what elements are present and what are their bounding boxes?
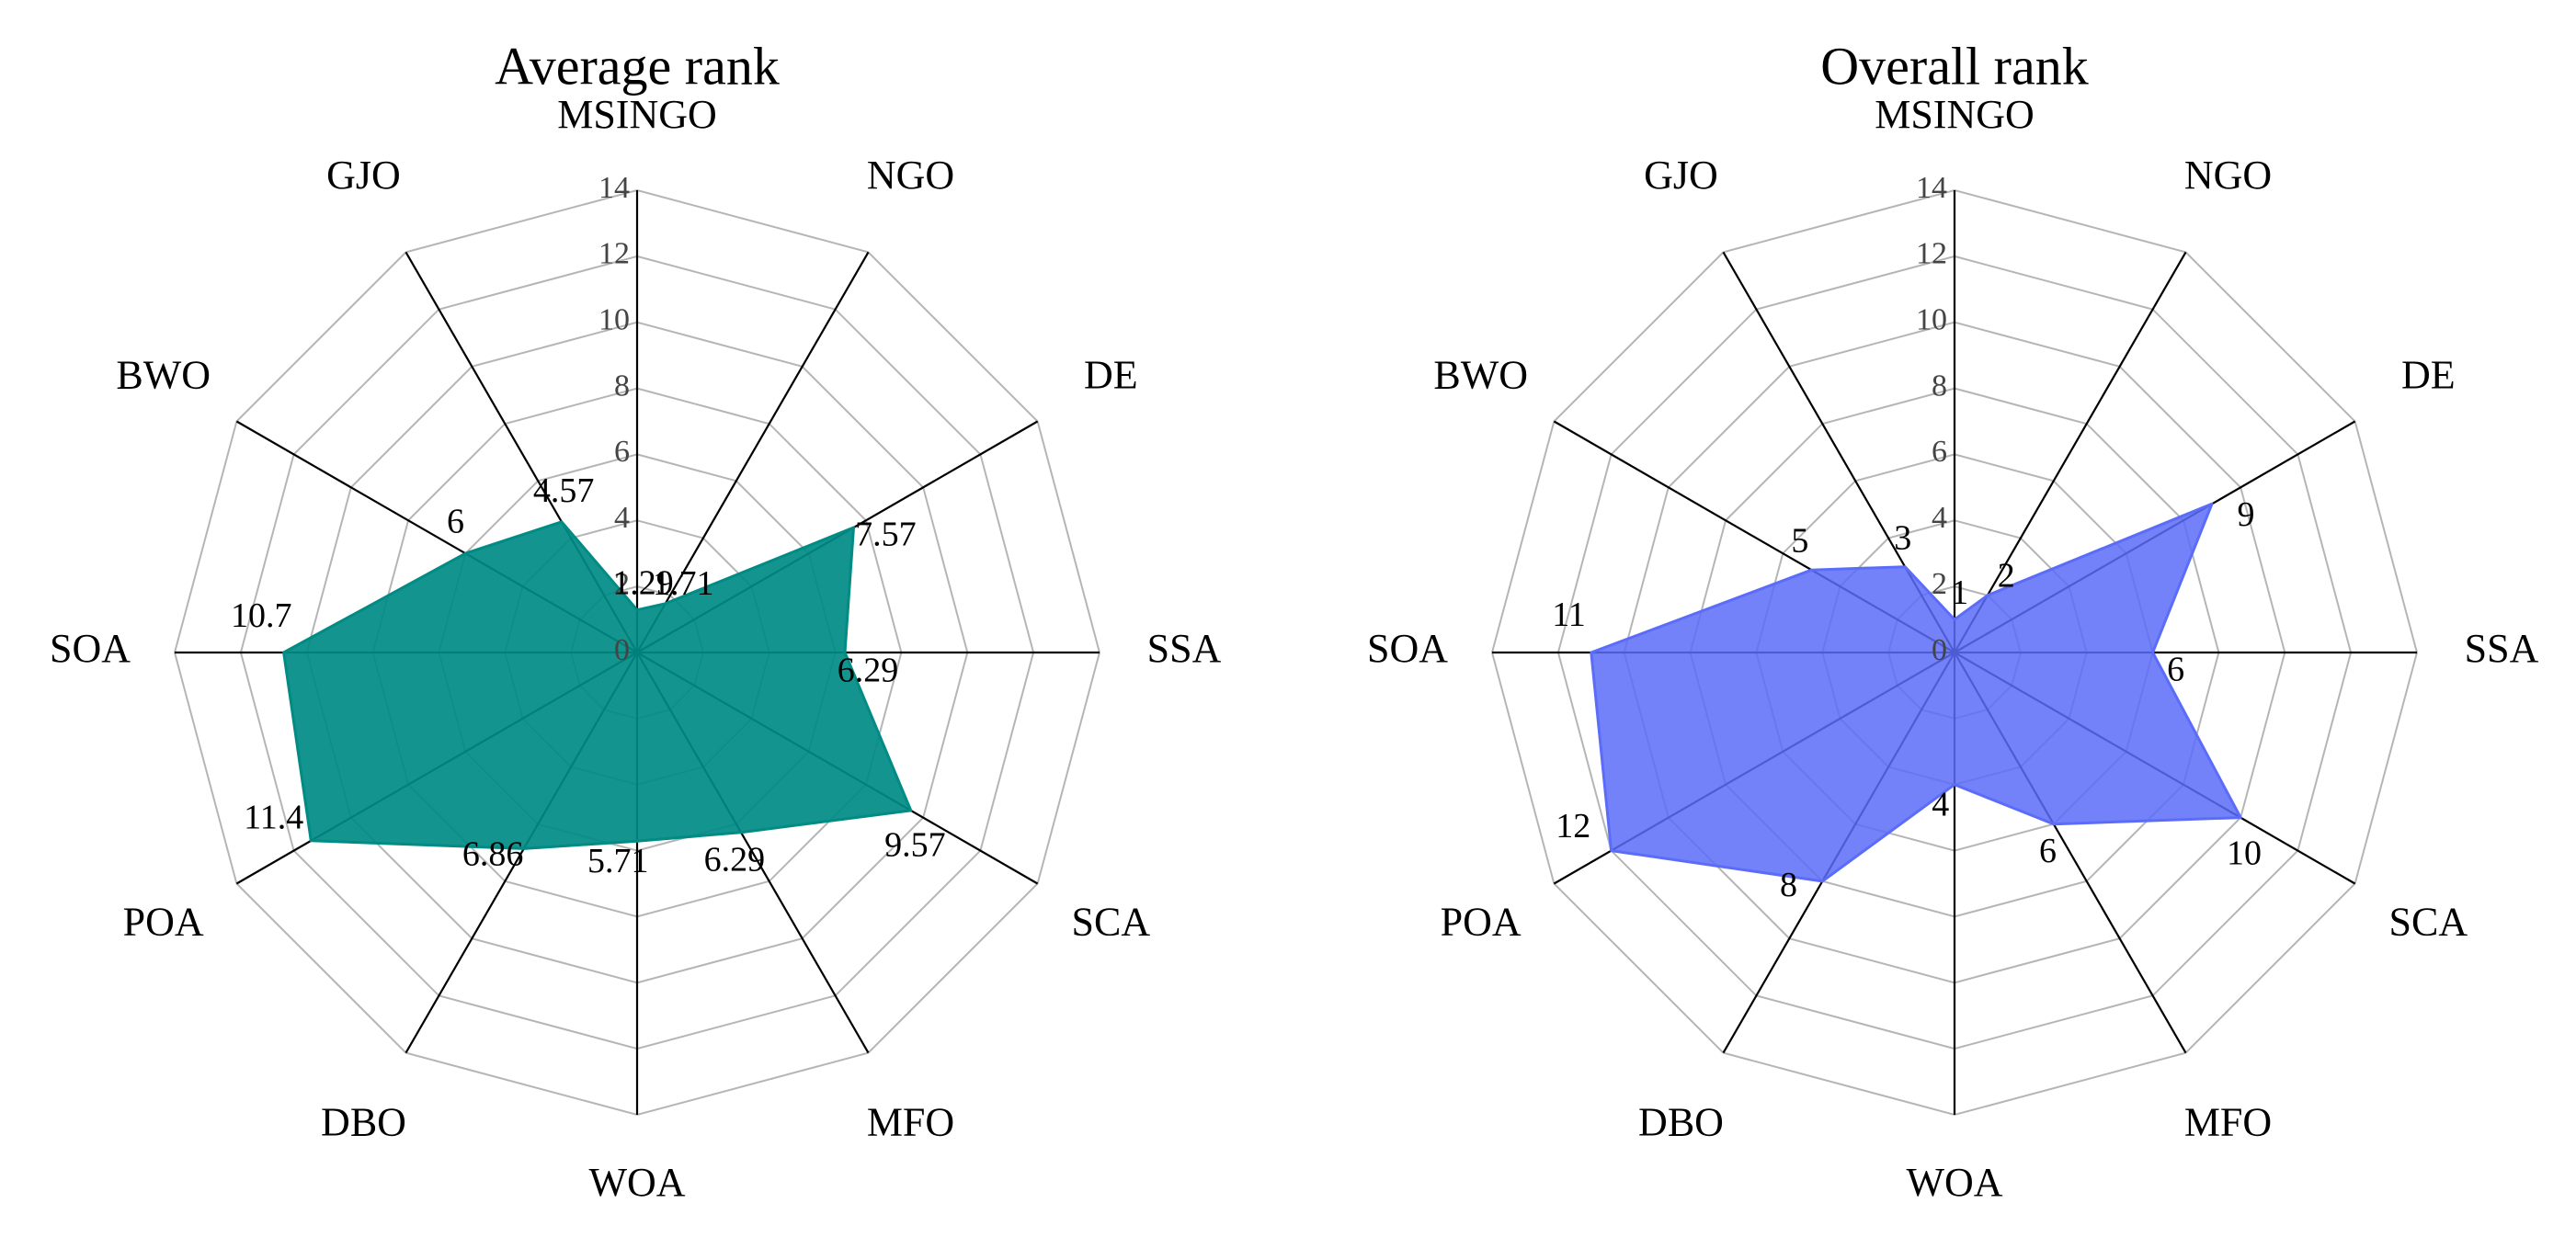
value-label-dbo: 8 xyxy=(1780,866,1797,904)
category-label-ssa: SSA xyxy=(2465,626,2539,671)
value-label-soa: 10.7 xyxy=(231,596,292,635)
value-label-mfo: 6.29 xyxy=(704,840,766,879)
r-tick-label: 6 xyxy=(1932,435,1947,469)
value-label-soa: 11 xyxy=(1552,596,1586,634)
r-tick-label: 0 xyxy=(1932,633,1947,667)
category-label-poa: POA xyxy=(123,900,204,945)
value-label-ssa: 6.29 xyxy=(838,651,899,689)
r-tick-label: 2 xyxy=(614,567,630,601)
r-tick-label: 14 xyxy=(1916,171,1947,205)
r-tick-label: 6 xyxy=(614,435,630,469)
value-label-ngo: 2 xyxy=(1998,557,2015,596)
value-label-poa: 11.4 xyxy=(244,799,303,837)
category-label-bwo: BWO xyxy=(1433,353,1528,398)
value-label-poa: 12 xyxy=(1556,807,1590,845)
radar-chart-average-rank: Average rank 0 2 4 6 8 10 12 14 MSINGO NGO DE SSA SCA… xyxy=(50,36,1222,1205)
value-label-woa: 5.71 xyxy=(587,842,649,880)
value-label-de: 9 xyxy=(2238,495,2255,534)
category-label-soa: SOA xyxy=(1367,626,1448,671)
category-label-gjo: GJO xyxy=(326,153,401,198)
r-tick-label: 12 xyxy=(1916,237,1947,271)
category-label-mfo: MFO xyxy=(2184,1099,2272,1144)
category-label-ngo: NGO xyxy=(867,153,954,198)
category-label-de: DE xyxy=(1084,353,1138,398)
spoke-ngo xyxy=(636,251,870,653)
data-polygon xyxy=(282,520,913,850)
category-label-dbo: DBO xyxy=(1638,1099,1724,1144)
category-label-msingo: MSINGO xyxy=(1875,92,2035,137)
category-label-woa: WOA xyxy=(1906,1160,2002,1205)
category-label-ngo: NGO xyxy=(2184,153,2272,198)
r-tick-label: 0 xyxy=(614,633,630,667)
r-tick-label: 2 xyxy=(1932,567,1947,601)
value-label-bwo: 5 xyxy=(1791,521,1808,560)
r-tick-label: 8 xyxy=(614,369,630,403)
value-label-ngo: 1.71 xyxy=(653,564,714,603)
category-label-soa: SOA xyxy=(50,626,131,671)
category-label-msingo: MSINGO xyxy=(557,92,717,137)
spoke-ngo xyxy=(1954,251,2187,653)
chart-title: Average rank xyxy=(495,36,780,96)
r-tick-label: 14 xyxy=(598,171,630,205)
r-tick-label: 4 xyxy=(1932,501,1947,535)
r-tick-label: 4 xyxy=(614,501,630,535)
category-label-mfo: MFO xyxy=(867,1099,954,1144)
value-label-gjo: 4.57 xyxy=(533,471,595,510)
value-label-mfo: 6 xyxy=(2039,832,2057,870)
value-label-sca: 10 xyxy=(2227,834,2262,873)
value-label-msingo: 1 xyxy=(1951,573,1968,612)
r-tick-label: 10 xyxy=(598,302,630,336)
data-polygon xyxy=(1590,502,2242,883)
category-label-ssa: SSA xyxy=(1147,626,1222,671)
value-label-msingo: 1.29 xyxy=(612,564,674,603)
category-label-gjo: GJO xyxy=(1644,153,1718,198)
category-label-sca: SCA xyxy=(1072,900,1151,945)
r-tick-label: 10 xyxy=(1916,302,1947,336)
category-label-de: DE xyxy=(2401,353,2456,398)
category-label-sca: SCA xyxy=(2389,900,2468,945)
value-label-de: 7.57 xyxy=(855,516,917,554)
category-label-poa: POA xyxy=(1441,900,1522,945)
value-label-gjo: 3 xyxy=(1894,518,1911,557)
category-label-dbo: DBO xyxy=(321,1099,406,1144)
radar-chart-overall-rank: Overall rank02468101214MSINGONGODESSASCA… xyxy=(1367,36,2539,1205)
value-label-woa: 4 xyxy=(1932,786,1949,824)
category-label-woa: WOA xyxy=(588,1160,685,1205)
value-label-ssa: 6 xyxy=(2167,650,2184,688)
value-label-dbo: 6.86 xyxy=(462,835,524,874)
value-label-bwo: 6 xyxy=(447,503,464,541)
chart-title: Overall rank xyxy=(1820,36,2088,96)
value-label-sca: 9.57 xyxy=(884,826,946,865)
category-label-bwo: BWO xyxy=(116,353,211,398)
r-tick-label: 12 xyxy=(598,237,630,271)
r-tick-label: 8 xyxy=(1932,369,1947,403)
